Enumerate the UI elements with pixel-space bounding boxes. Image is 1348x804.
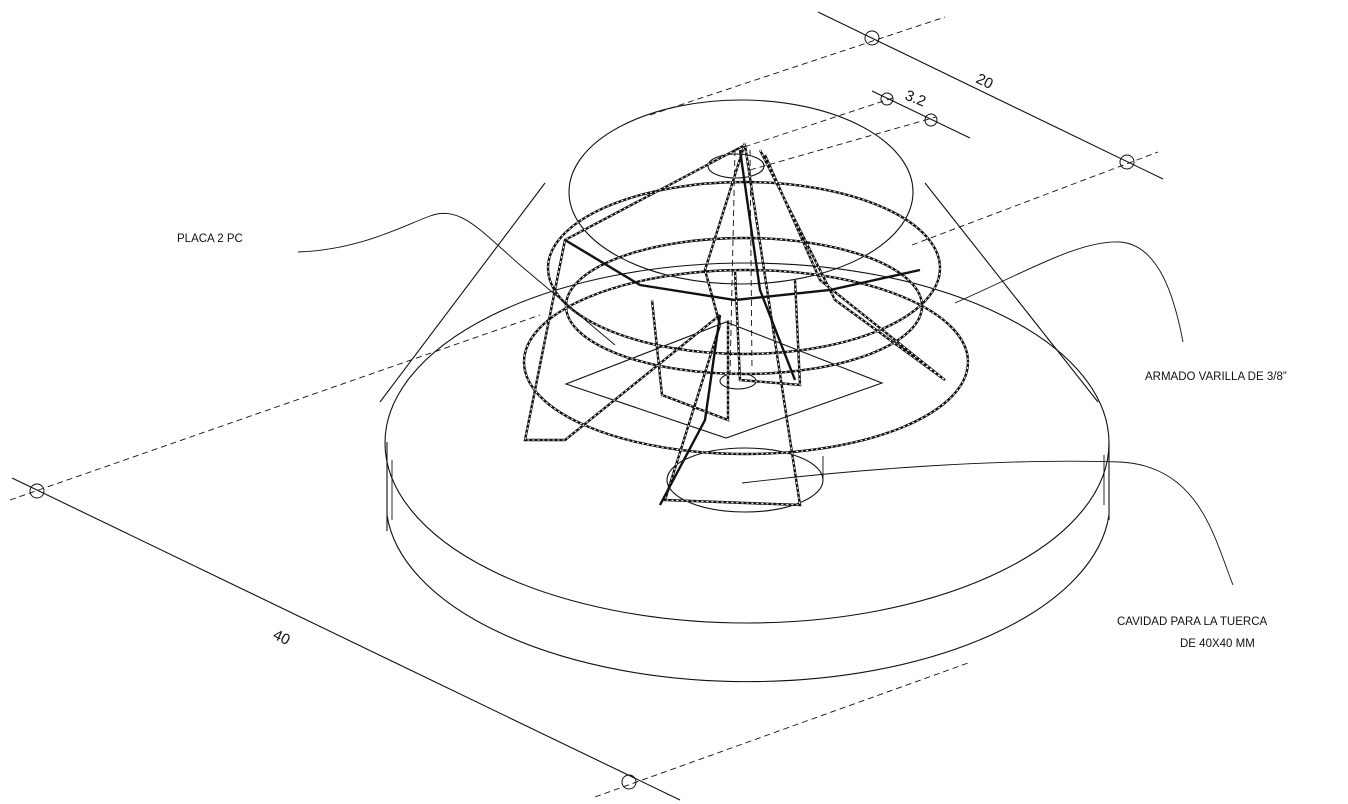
nut-cavity [666,153,824,513]
cone-right-edge [924,182,1099,403]
dim32-ext-2 [749,116,937,171]
top-ellipse [568,99,914,285]
label-cavidad-1: CAVIDAD PARA LA TUERCA [1117,616,1268,628]
rebar-stirrup-6 [738,149,797,381]
rebar-ring-low-inner [523,269,969,455]
rebar-u-bar-right-inner [734,269,801,386]
dim-3-2-text: 3.2 [903,87,929,111]
label-armado: ARMADO VARILLA DE 3/8” [1145,371,1287,383]
dim20-ext-2 [911,151,1159,246]
dim40-node-2 [621,774,637,790]
dim32-ext-1 [734,97,894,151]
dimension-40: 40 [9,314,969,801]
dim40-ext-2 [594,662,969,798]
dimension-3-2: 3.2 [734,87,971,171]
base-bottom-arc [386,514,1110,683]
concrete-body [379,99,1110,683]
plate-2pc [564,321,884,439]
dim32-node-2 [924,113,938,127]
dim32-line [871,90,971,139]
rebar-dashed-axis [729,149,736,376]
dim40-line [11,477,681,801]
rebar-dashed-axis-2 [749,149,753,371]
rebar-cage [522,142,970,507]
dim20-node-2 [1119,154,1135,170]
leader-cavidad [741,460,1234,586]
leaders [297,212,1234,586]
dim40-ext-1 [9,314,541,501]
dim-40-text: 40 [270,626,292,649]
dim-20-text: 20 [973,70,995,93]
rebar-u-bar-left-inner [651,299,729,421]
rebar-stirrup-3-inner [524,144,746,441]
rebar-ring-top-inner [547,181,941,355]
rebar-ring-low [522,268,970,456]
leader-armado [954,241,1184,343]
dim20-node-1 [864,30,880,46]
dim32-node-1 [880,92,894,106]
base-top-ellipse [384,262,1110,624]
leader-placa [297,212,616,346]
label-cavidad-2: DE 40X40 MM [1180,638,1255,650]
dimension-20: 20 [649,11,1164,246]
rebar-stirrup-1-inner [664,142,801,506]
rebar-stirrup-5 [658,314,722,506]
rebar-stirrup-4 [564,238,921,302]
dim20-ext-1 [649,16,946,116]
label-placa: PLACA 2 PC [177,233,243,245]
dim20-line [817,11,1164,180]
cone-left-edge [379,182,546,403]
dim40-node-1 [29,483,45,499]
rebar-stirrup-2-inner [759,149,946,381]
